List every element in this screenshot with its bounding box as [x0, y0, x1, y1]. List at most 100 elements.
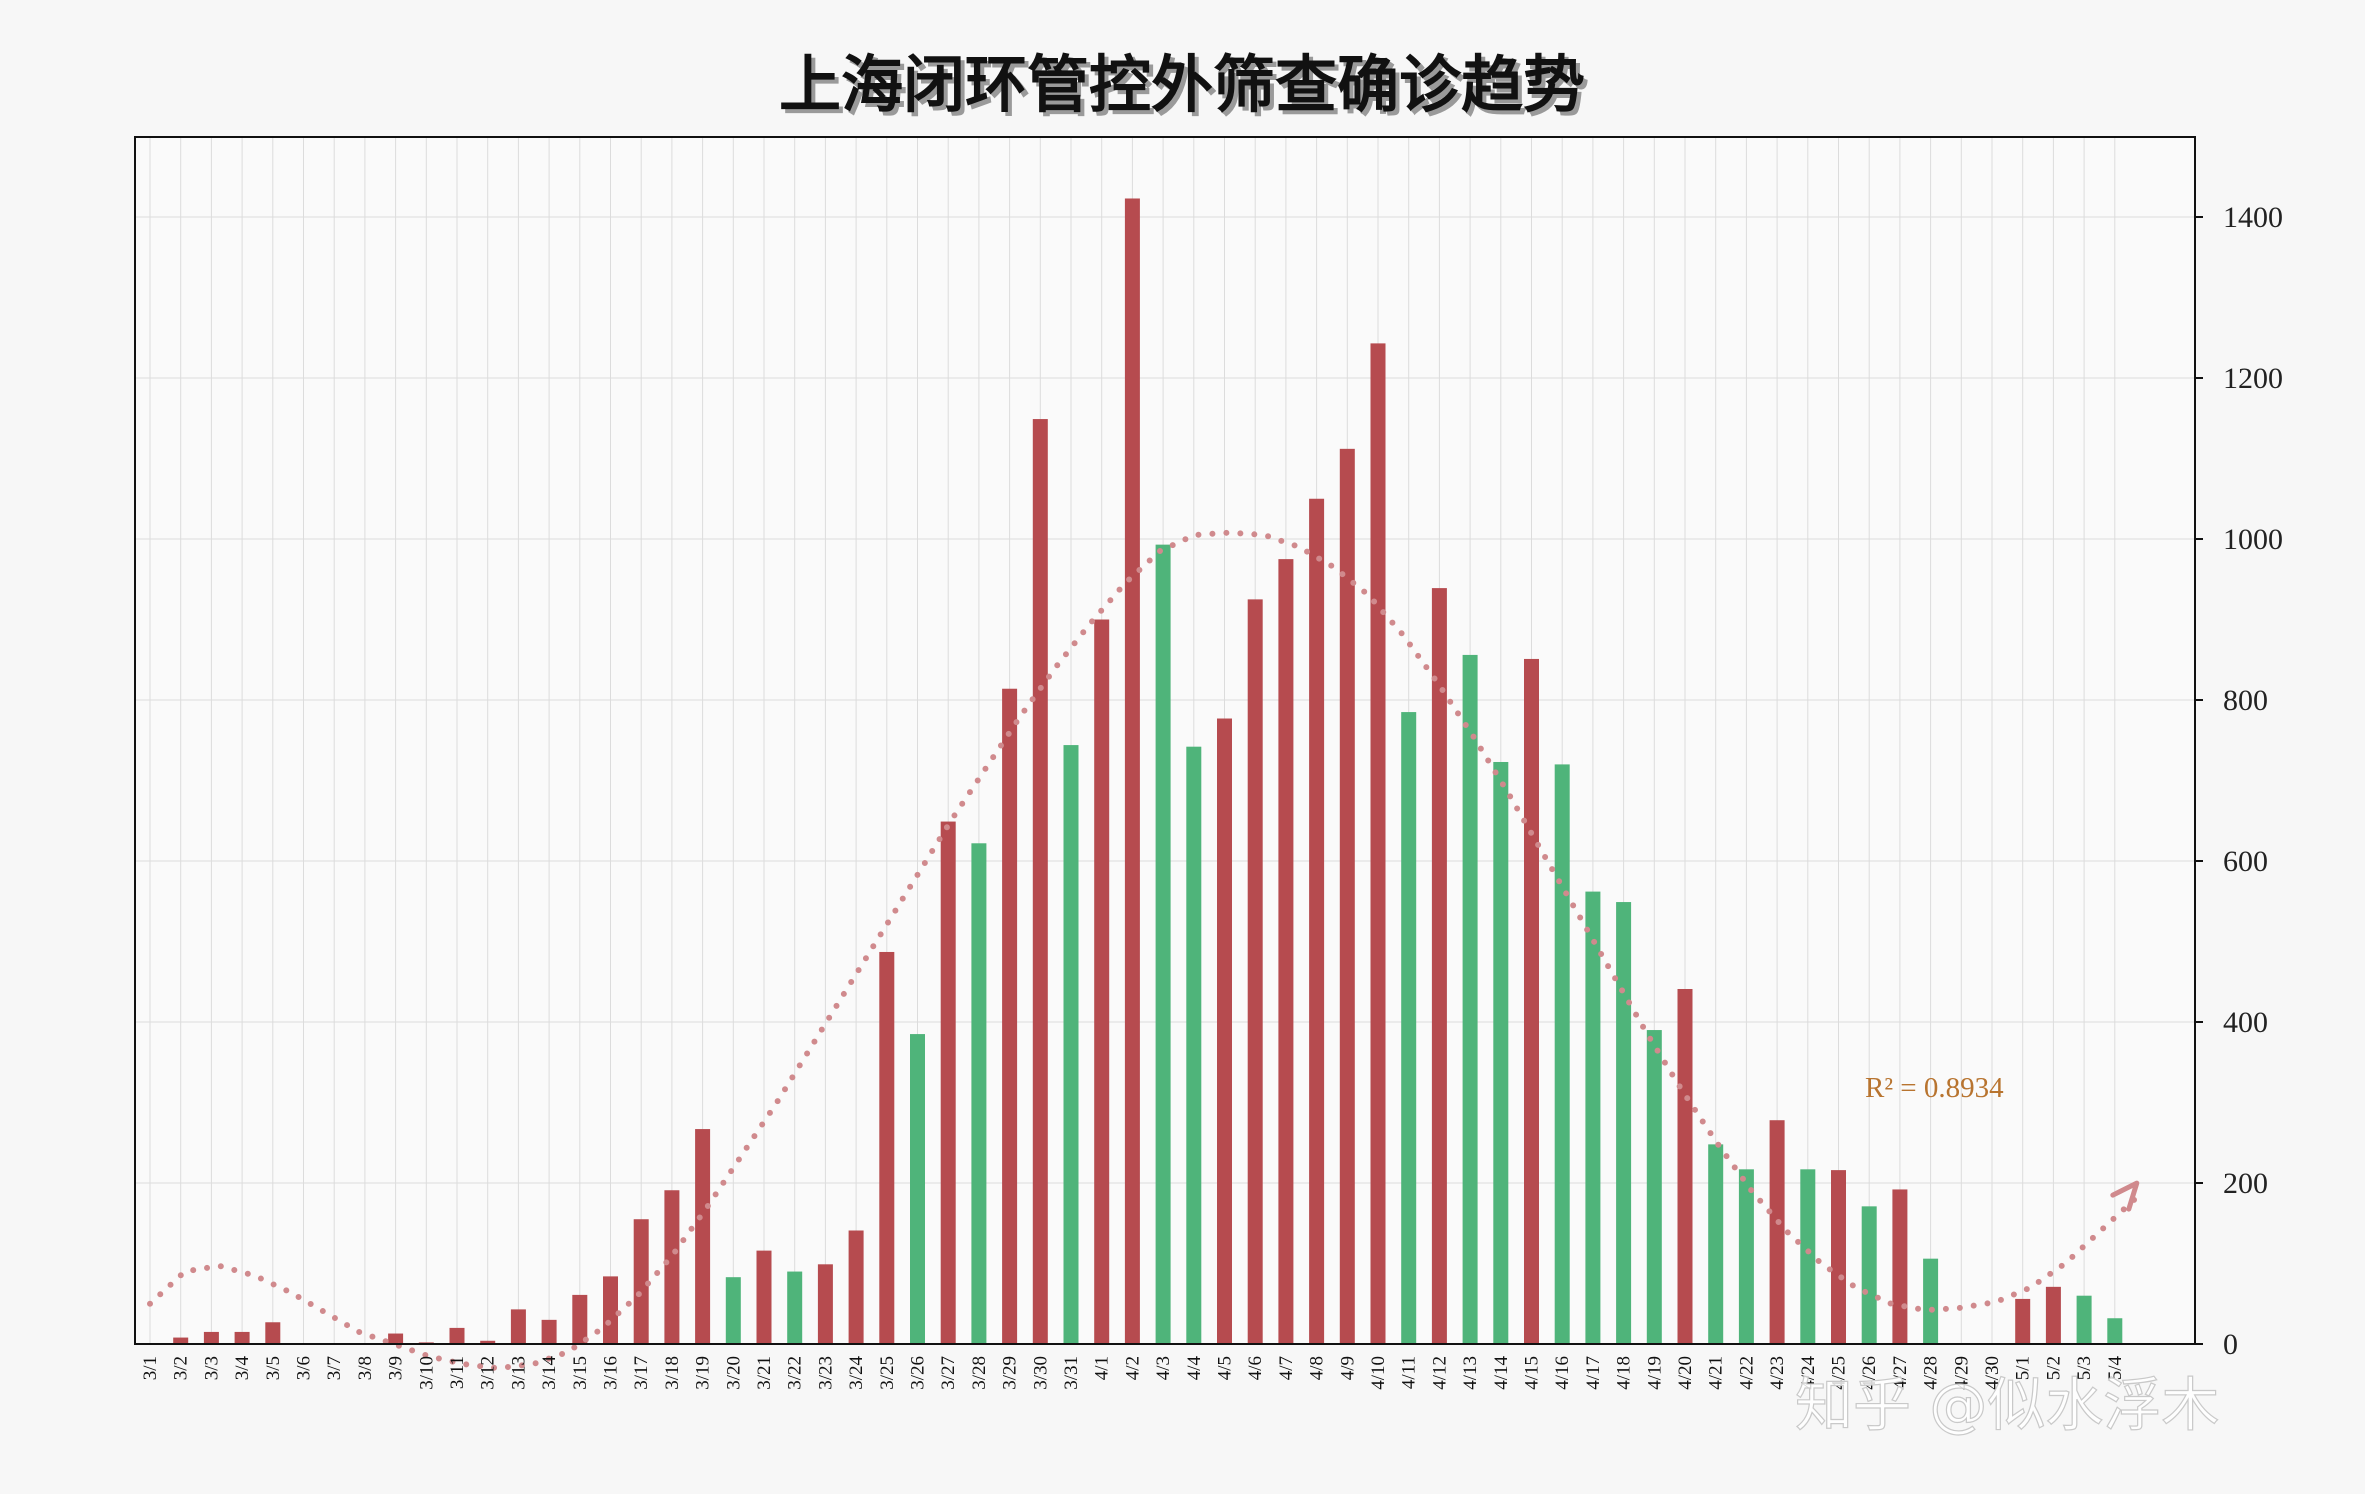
xtick-label: 4/20	[1675, 1356, 1696, 1390]
xtick-label: 3/3	[201, 1356, 222, 1380]
xtick-label: 4/26	[1859, 1356, 1880, 1390]
bar-3-11	[449, 1327, 465, 1344]
xtick-label: 4/27	[1890, 1356, 1911, 1390]
bar-4-24	[1800, 1169, 1816, 1344]
ytick-label: 1400	[2223, 201, 2283, 234]
xtick-label: 4/22	[1736, 1356, 1757, 1390]
xtick-label: 4/19	[1644, 1356, 1665, 1390]
bar-4-16	[1554, 764, 1570, 1344]
xtick-label: 4/10	[1368, 1356, 1389, 1390]
ytick-label: 400	[2223, 1006, 2268, 1039]
xtick-label: 5/2	[2043, 1356, 2064, 1380]
plot-frame	[134, 136, 2196, 1345]
bar-3-16	[603, 1276, 618, 1344]
bar-5-4	[2107, 1318, 2123, 1344]
bar-4-26	[1861, 1206, 1877, 1344]
bar-3-19	[695, 1129, 711, 1344]
xtick-label: 3/22	[785, 1356, 806, 1390]
xtick-label: 4/9	[1337, 1356, 1358, 1380]
bar-3-25	[879, 951, 895, 1344]
bar-4-18	[1616, 902, 1632, 1344]
xtick-label: 5/3	[2074, 1356, 2095, 1380]
xtick-label: 4/8	[1307, 1356, 1328, 1380]
xtick-label: 4/30	[1982, 1356, 2003, 1390]
bar-3-27	[940, 821, 956, 1344]
bar-4-19	[1646, 1030, 1662, 1344]
bar-4-20	[1677, 988, 1693, 1344]
xtick-label: 4/2	[1122, 1356, 1143, 1380]
bar-4-14	[1493, 761, 1509, 1344]
bar-3-22	[787, 1271, 803, 1344]
xtick-label: 3/6	[294, 1356, 315, 1380]
xtick-label: 3/20	[723, 1356, 744, 1390]
bar-3-17	[633, 1219, 649, 1344]
xtick-label: 4/1	[1092, 1356, 1113, 1380]
bar-4-15	[1524, 658, 1539, 1344]
xtick-label: 4/11	[1399, 1356, 1420, 1389]
bar-4-7	[1278, 559, 1294, 1344]
xtick-label: 4/29	[1951, 1356, 1972, 1390]
xtick-label: 3/1	[140, 1356, 161, 1380]
bar-3-30	[1032, 419, 1048, 1344]
bar-3-14	[541, 1319, 557, 1344]
xtick-label: 3/9	[386, 1356, 407, 1380]
xtick-label: 3/31	[1061, 1356, 1082, 1390]
bar-4-5	[1217, 718, 1232, 1344]
xtick-label: 4/12	[1429, 1356, 1450, 1390]
bar-3-26	[910, 1034, 925, 1344]
xtick-label: 3/14	[539, 1356, 560, 1390]
bar-3-31	[1063, 745, 1079, 1344]
xtick-label: 4/14	[1491, 1356, 1512, 1390]
xtick-label: 3/19	[693, 1356, 714, 1390]
chart-title-shadow: 上海闭环管控外筛查确诊趋势	[783, 52, 1589, 125]
bar-3-5	[265, 1322, 281, 1344]
xtick-label: 3/15	[570, 1356, 591, 1390]
xtick-label: 4/25	[1829, 1356, 1850, 1390]
xtick-label: 4/18	[1614, 1356, 1635, 1390]
xtick-label: 3/30	[1030, 1356, 1051, 1390]
ytick-label: 1000	[2223, 523, 2283, 556]
xtick-label: 3/5	[263, 1356, 284, 1380]
xtick-label: 4/6	[1245, 1356, 1266, 1380]
bar-4-22	[1738, 1169, 1754, 1344]
xtick-label: 4/5	[1215, 1356, 1236, 1380]
bar-3-9	[388, 1333, 404, 1344]
bar-3-18	[664, 1190, 680, 1344]
xtick-label: 3/13	[508, 1356, 529, 1390]
bar-4-8	[1309, 498, 1325, 1344]
bar-4-6	[1247, 599, 1263, 1344]
xtick-label: 3/8	[355, 1356, 376, 1380]
xtick-label: 4/23	[1767, 1356, 1788, 1390]
bar-4-11	[1401, 712, 1417, 1344]
xtick-label: 3/28	[969, 1356, 990, 1390]
xtick-label: 4/15	[1522, 1356, 1543, 1390]
xtick-label: 4/13	[1460, 1356, 1481, 1390]
xtick-label: 3/29	[1000, 1356, 1021, 1390]
ytick-label: 800	[2223, 684, 2268, 717]
bar-4-23	[1769, 1120, 1785, 1344]
xtick-label: 3/26	[908, 1356, 929, 1390]
bar-3-23	[817, 1264, 833, 1344]
bar-5-3	[2076, 1295, 2092, 1344]
xtick-label: 5/4	[2105, 1356, 2126, 1381]
bar-4-12	[1431, 588, 1447, 1344]
bar-4-3	[1155, 544, 1171, 1344]
bar-3-29	[1002, 688, 1018, 1344]
bar-4-27	[1892, 1189, 1908, 1344]
xtick-label: 3/12	[478, 1356, 499, 1390]
ytick-label: 600	[2223, 845, 2268, 878]
trend-curve	[147, 529, 2138, 1372]
bar-3-4	[234, 1331, 250, 1344]
xtick-label: 3/2	[171, 1356, 192, 1380]
xtick-label: 3/27	[938, 1356, 959, 1390]
xtick-label: 3/18	[662, 1356, 683, 1390]
bar-3-13	[510, 1309, 526, 1344]
xtick-label: 3/25	[877, 1356, 898, 1390]
r2-label: R² = 0.8934	[1865, 1072, 2004, 1104]
xtick-label: 5/1	[2013, 1356, 2034, 1380]
xtick-label: 4/24	[1798, 1356, 1819, 1390]
bar-3-21	[756, 1250, 772, 1344]
xtick-label: 3/24	[846, 1356, 867, 1390]
xtick-label: 3/23	[815, 1356, 836, 1390]
